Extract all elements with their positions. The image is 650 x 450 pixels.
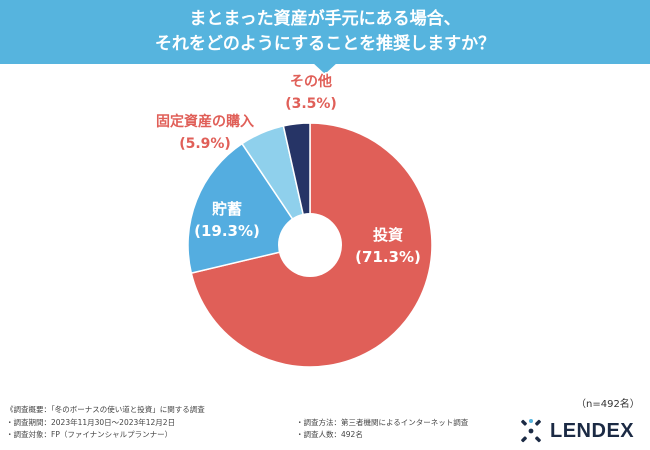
survey-method: ・調査方法：第三者機関によるインターネット調査 xyxy=(296,418,469,427)
chart-title-line1: まとまった資産が手元にある場合、 xyxy=(189,9,461,29)
lendex-logo: LENDEX xyxy=(518,418,634,444)
slice-label-value-3: (3.5%) xyxy=(285,96,337,112)
slice-labels: 投資 (71.3%) 貯蓄 (19.3%) 固定資産の購入 (5.9%) その他 (3.5%) xyxy=(155,72,421,267)
survey-overview: 《調査概要：「冬のボーナスの使い道と投資」に関する調査 xyxy=(6,405,205,414)
survey-target: ・調査対象：FP（ファイナンシャルプランナー） xyxy=(6,430,173,439)
slice-label-value-0: (71.3%) xyxy=(355,248,421,266)
survey-period: ・調査期間：2023年11月30日～2023年12月2日 xyxy=(6,418,176,427)
sample-size: （n=492名） xyxy=(576,399,640,410)
chart-title: まとまった資産が手元にある場合、 それをどのようにすることを推奨しますか？ xyxy=(0,7,650,57)
slice-label-value-2: (5.9%) xyxy=(179,136,231,152)
donut-hole xyxy=(278,213,342,277)
chart-title-line2: それをどのようにすることを推奨しますか？ xyxy=(154,34,496,54)
survey-count: ・調査人数：492名 xyxy=(296,430,363,439)
lendex-logo-icon xyxy=(521,419,541,443)
slice-label-name-1: 貯蓄 xyxy=(212,200,242,218)
lendex-logo-text: LENDEX xyxy=(550,419,635,442)
slice-label-name-0: 投資 xyxy=(373,226,403,244)
slice-label-name-2: 固定資産の購入 xyxy=(156,113,254,130)
slice-label-value-1: (19.3%) xyxy=(194,222,260,240)
title-banner: まとまった資産が手元にある場合、 それをどのようにすることを推奨しますか？ xyxy=(0,0,650,64)
slice-label-name-3: その他 xyxy=(290,73,332,90)
title-banner-pointer xyxy=(312,62,338,74)
